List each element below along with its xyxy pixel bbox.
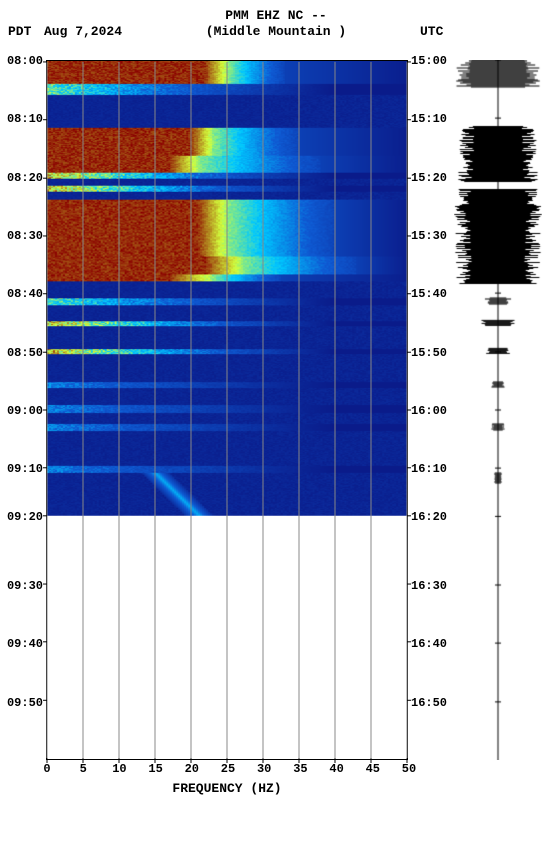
- y-tick-left: 08:30: [7, 230, 43, 242]
- y-tick-right: 16:00: [411, 405, 447, 417]
- y-tick-left: 08:20: [7, 172, 43, 184]
- y-tick-right: 16:10: [411, 463, 447, 475]
- y-tick-left: 09:50: [7, 697, 43, 709]
- x-tick: 10: [112, 763, 126, 775]
- x-tick: 5: [80, 763, 87, 775]
- y-tick-right: 16:40: [411, 638, 447, 650]
- x-tick: 20: [185, 763, 199, 775]
- y-tick-left: 09:30: [7, 580, 43, 592]
- x-tick: 15: [148, 763, 162, 775]
- y-tick-left: 09:40: [7, 638, 43, 650]
- y-tick-left: 08:10: [7, 113, 43, 125]
- x-tick: 40: [329, 763, 343, 775]
- y-tick-left: 09:00: [7, 405, 43, 417]
- x-tick: 50: [402, 763, 416, 775]
- y-tick-left: 08:50: [7, 347, 43, 359]
- y-tick-right: 16:20: [411, 511, 447, 523]
- y-tick-right: 15:10: [411, 113, 447, 125]
- y-tick-right: 15:50: [411, 347, 447, 359]
- x-tick: 45: [366, 763, 380, 775]
- waveform-canvas: [454, 60, 542, 760]
- x-tick: 35: [293, 763, 307, 775]
- y-tick-right: 15:40: [411, 288, 447, 300]
- x-tick: 0: [43, 763, 50, 775]
- y-tick-left: 08:00: [7, 55, 43, 67]
- y-tick-right: 15:20: [411, 172, 447, 184]
- x-axis-label: FREQUENCY (HZ): [172, 781, 281, 796]
- x-tick: 25: [221, 763, 235, 775]
- y-tick-left: 09:20: [7, 511, 43, 523]
- station-label: PMM EHZ NC --: [0, 8, 552, 23]
- y-tick-left: 08:40: [7, 288, 43, 300]
- y-tick-left: 09:10: [7, 463, 43, 475]
- spectrogram-canvas: [47, 61, 407, 759]
- y-tick-right: 15:00: [411, 55, 447, 67]
- y-tick-right: 16:30: [411, 580, 447, 592]
- spectrogram-plot: FREQUENCY (HZ) 0510152025303540455008:00…: [46, 60, 408, 760]
- y-tick-right: 16:50: [411, 697, 447, 709]
- location-label: (Middle Mountain ): [0, 24, 552, 39]
- x-tick: 30: [257, 763, 271, 775]
- y-tick-right: 15:30: [411, 230, 447, 242]
